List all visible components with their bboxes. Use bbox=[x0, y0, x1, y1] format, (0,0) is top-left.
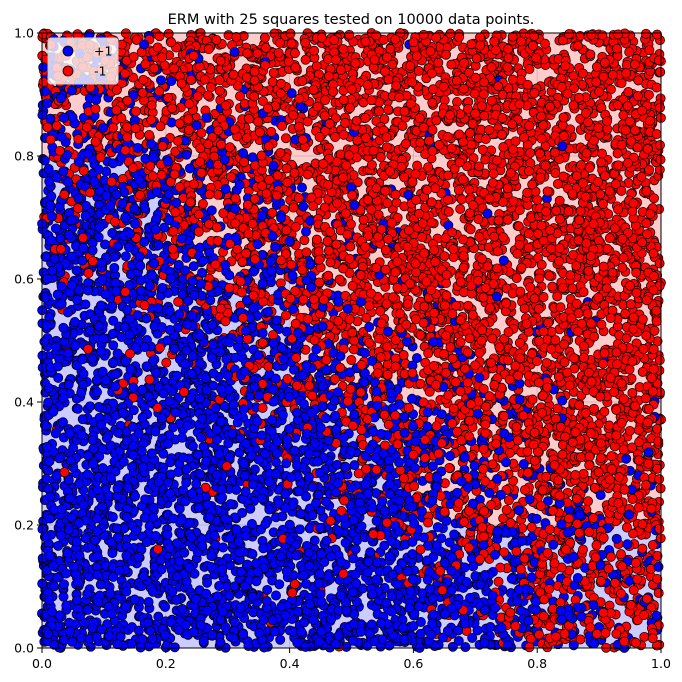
data-point bbox=[361, 312, 372, 323]
data-point bbox=[493, 576, 504, 587]
data-point bbox=[126, 638, 137, 649]
data-point bbox=[63, 379, 74, 390]
data-point bbox=[91, 95, 102, 105]
data-points bbox=[37, 28, 666, 653]
data-point bbox=[616, 549, 626, 560]
data-point bbox=[107, 512, 118, 522]
data-point bbox=[107, 548, 118, 559]
data-point bbox=[578, 178, 588, 189]
data-point bbox=[120, 251, 131, 262]
data-point bbox=[50, 428, 61, 439]
data-point bbox=[344, 29, 355, 40]
data-point bbox=[374, 106, 384, 117]
data-point bbox=[334, 274, 345, 285]
data-point bbox=[348, 344, 359, 355]
data-point bbox=[188, 261, 199, 272]
data-point bbox=[360, 348, 371, 358]
data-point bbox=[311, 61, 322, 72]
data-point bbox=[624, 47, 635, 58]
data-point bbox=[428, 337, 439, 347]
data-point bbox=[182, 420, 193, 431]
data-point bbox=[456, 194, 467, 205]
data-point bbox=[651, 610, 662, 621]
data-point bbox=[540, 38, 550, 49]
data-point bbox=[271, 590, 281, 601]
data-point bbox=[447, 641, 458, 652]
data-point bbox=[445, 451, 456, 461]
data-point bbox=[641, 480, 652, 490]
data-point bbox=[455, 204, 466, 214]
data-point bbox=[595, 453, 606, 463]
data-point bbox=[604, 233, 615, 244]
data-point bbox=[214, 75, 225, 86]
data-point bbox=[525, 633, 536, 644]
data-point bbox=[511, 273, 522, 284]
data-point bbox=[297, 182, 307, 193]
data-point bbox=[130, 491, 141, 502]
data-point bbox=[112, 532, 123, 543]
data-point bbox=[179, 547, 190, 558]
data-point bbox=[436, 533, 447, 544]
data-point bbox=[649, 193, 659, 204]
data-point bbox=[554, 195, 565, 206]
data-point bbox=[623, 87, 634, 97]
data-point bbox=[653, 588, 664, 598]
data-point bbox=[92, 551, 103, 562]
data-point bbox=[320, 413, 331, 424]
data-point bbox=[259, 32, 270, 43]
data-point bbox=[435, 566, 446, 576]
data-point bbox=[423, 348, 434, 359]
data-point bbox=[460, 642, 471, 653]
data-point bbox=[294, 524, 305, 535]
data-point bbox=[621, 453, 632, 464]
data-point bbox=[583, 496, 593, 507]
data-point bbox=[572, 40, 583, 51]
chart-title: ERM with 25 squares tested on 10000 data… bbox=[168, 12, 535, 28]
data-point bbox=[258, 543, 269, 554]
data-point bbox=[277, 511, 288, 522]
data-point bbox=[107, 329, 118, 339]
data-point bbox=[148, 512, 159, 523]
data-point bbox=[302, 116, 313, 127]
data-point bbox=[97, 274, 108, 285]
data-point bbox=[202, 577, 213, 588]
